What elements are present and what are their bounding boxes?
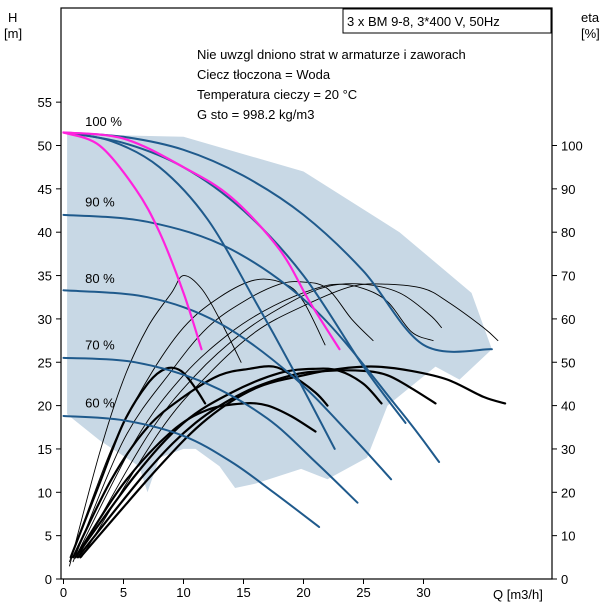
- head-curve-2: [62, 131, 407, 424]
- x-tick-label-7: 30: [416, 585, 430, 600]
- operating-area: [67, 134, 492, 493]
- speed-label-3: 80 %: [85, 271, 115, 286]
- efficiency-curve-bold-6: [79, 365, 507, 559]
- y-right-tick-label-4: 30: [561, 442, 575, 457]
- y-right-tick-label-3: 20: [561, 485, 575, 500]
- operating-area-layer: [67, 134, 492, 493]
- efficiency-curve-bold-4: [74, 367, 383, 559]
- y-right-tick-label-6: 50: [561, 355, 575, 370]
- info-line-2: Ciecz tłoczona = Woda: [197, 67, 331, 82]
- x-tick-label-1: 0: [60, 585, 67, 600]
- y-left-tick-label-8: 35: [38, 269, 52, 284]
- y-left-tick-label-6: 25: [38, 355, 52, 370]
- y-left-tick-label-4: 15: [38, 442, 52, 457]
- speed-label-2: 90 %: [85, 195, 115, 210]
- y-right-tick-label-1: 0: [561, 572, 568, 587]
- x-tick-label-3: 10: [176, 585, 190, 600]
- efficiency-curve-1: [69, 275, 242, 567]
- y-left-axis-symbol: H: [8, 10, 17, 25]
- info-line-3: Temperatura cieczy = 20 °C: [197, 87, 357, 102]
- plot-frame: [60, 7, 553, 580]
- y-right-axis-symbol: eta: [581, 10, 600, 25]
- y-left-tick-label-9: 40: [38, 225, 52, 240]
- x-tick-label-2: 5: [120, 585, 127, 600]
- y-left-tick-label-10: 45: [38, 182, 52, 197]
- chart-title-box: [342, 8, 552, 34]
- x-tick-label-6: 25: [356, 585, 370, 600]
- speed-label-5: 60 %: [85, 396, 115, 411]
- y-left-tick-label-1: 0: [45, 572, 52, 587]
- y-left-tick-label-11: 50: [38, 139, 52, 154]
- efficiency-curve-6: [81, 283, 499, 558]
- x-axis-label: Q [m3/h]: [493, 587, 543, 602]
- head-curve-5: [62, 289, 393, 481]
- head-curve-3: [62, 131, 336, 450]
- y-right-tick-label-8: 70: [561, 269, 575, 284]
- y-right-tick-label-5: 40: [561, 399, 575, 414]
- x-tick-label-4: 15: [236, 585, 250, 600]
- y-right-tick-label-7: 60: [561, 312, 575, 327]
- system-curve-1: [62, 131, 203, 351]
- system-curve-2: [62, 131, 341, 351]
- y-left-tick-label-5: 20: [38, 399, 52, 414]
- y-right-axis-unit: [%]: [581, 26, 600, 41]
- y-left-tick-label-2: 5: [45, 529, 52, 544]
- y-left-tick-label-12: 55: [38, 95, 52, 110]
- info-line-4: G sto = 998.2 kg/m3: [197, 107, 314, 122]
- ticks-layer: 0 5 10 15 20 25 30 0 5 10 15 20 25 30 35 40 45 50 55 0 10 20 3…: [38, 95, 583, 600]
- y-left-tick-label-7: 30: [38, 312, 52, 327]
- y-left-axis-unit: [m]: [4, 26, 22, 41]
- efficiency-curve-bold-2: [72, 365, 329, 559]
- y-right-tick-label-2: 10: [561, 529, 575, 544]
- curves-layer: 100 % 90 % 80 % 70 % 60 %: [62, 114, 507, 567]
- efficiency-curve-bold-5: [76, 369, 437, 559]
- speed-label-4: 70 %: [85, 338, 115, 353]
- efficiency-curve-bold-1: [69, 366, 207, 559]
- speed-label-1: 100 %: [85, 114, 122, 129]
- head-curve-6: [62, 356, 359, 504]
- info-line-1: Nie uwzgl dniono strat w armaturze i zaw…: [197, 47, 466, 62]
- efficiency-curve-3: [72, 281, 374, 563]
- head-curve-7: [62, 415, 321, 528]
- y-right-tick-label-9: 80: [561, 225, 575, 240]
- x-tick-label-5: 20: [296, 585, 310, 600]
- head-curve-1: [62, 131, 493, 353]
- head-curve-4: [62, 213, 441, 463]
- y-right-tick-label-11: 100: [561, 139, 583, 154]
- y-left-tick-label-3: 10: [38, 485, 52, 500]
- y-right-tick-label-10: 90: [561, 182, 575, 197]
- chart-title: 3 x BM 9-8, 3*400 V, 50Hz: [347, 14, 500, 29]
